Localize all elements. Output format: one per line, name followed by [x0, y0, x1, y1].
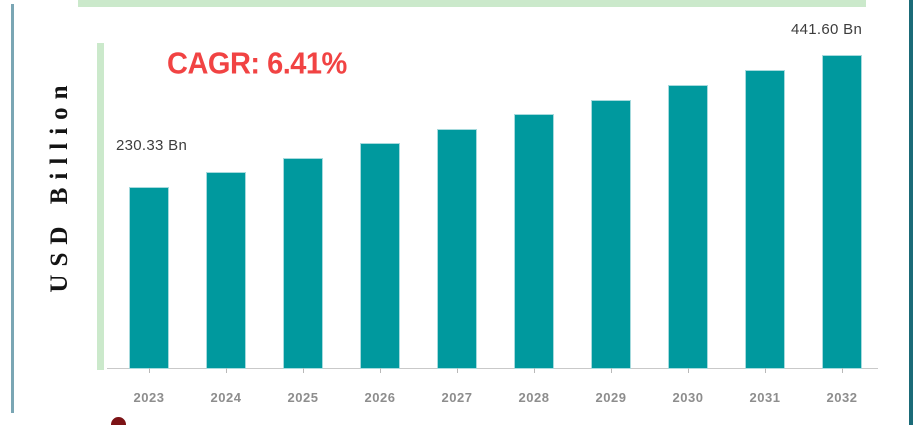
bar-2025	[284, 159, 322, 368]
x-axis-label-2028: 2028	[518, 390, 550, 405]
bar-2024	[207, 173, 245, 368]
x-axis-label-2031: 2031	[749, 390, 781, 405]
x-axis-tick	[379, 368, 381, 373]
x-axis-label-2023: 2023	[133, 390, 165, 405]
last-bar-value-label: 441.60 Bn	[791, 21, 863, 38]
x-axis-tick	[148, 368, 150, 373]
x-axis-tick	[687, 368, 689, 373]
x-axis-label-2032: 2032	[826, 390, 858, 405]
x-axis-tick	[533, 368, 535, 373]
plot-area: 2023 2024 2025 2026 2027 2028 2029 2030 2031 2032	[107, 38, 878, 405]
x-axis-tick	[841, 368, 843, 373]
x-axis-label-2030: 2030	[672, 390, 704, 405]
x-axis-label-2024: 2024	[210, 390, 242, 405]
x-axis-label-2026: 2026	[364, 390, 396, 405]
x-axis-tick	[225, 368, 227, 373]
y-axis-accent-line	[97, 43, 104, 370]
bar-2031	[746, 71, 784, 368]
logo-dot	[111, 417, 126, 425]
bar-2032	[823, 56, 861, 368]
bar-2029	[592, 101, 630, 368]
cagr-annotation: CAGR: 6.41%	[167, 47, 347, 81]
bar-2026	[361, 144, 399, 368]
x-axis-label-2025: 2025	[287, 390, 319, 405]
bar-2027	[438, 130, 476, 368]
x-axis-label-2029: 2029	[595, 390, 627, 405]
top-accent-bar	[78, 0, 866, 7]
first-bar-value-label: 230.33 Bn	[116, 137, 188, 154]
y-axis-label: USD Billion	[46, 77, 73, 293]
left-border-line	[11, 4, 14, 413]
x-axis-tick	[456, 368, 458, 373]
right-border-line	[909, 0, 913, 425]
x-axis-tick	[610, 368, 612, 373]
x-axis-label-2027: 2027	[441, 390, 473, 405]
bar-2030	[669, 86, 707, 368]
x-axis-tick	[302, 368, 304, 373]
x-axis-tick	[764, 368, 766, 373]
bar-2023	[130, 188, 168, 368]
bar-2028	[515, 115, 553, 368]
